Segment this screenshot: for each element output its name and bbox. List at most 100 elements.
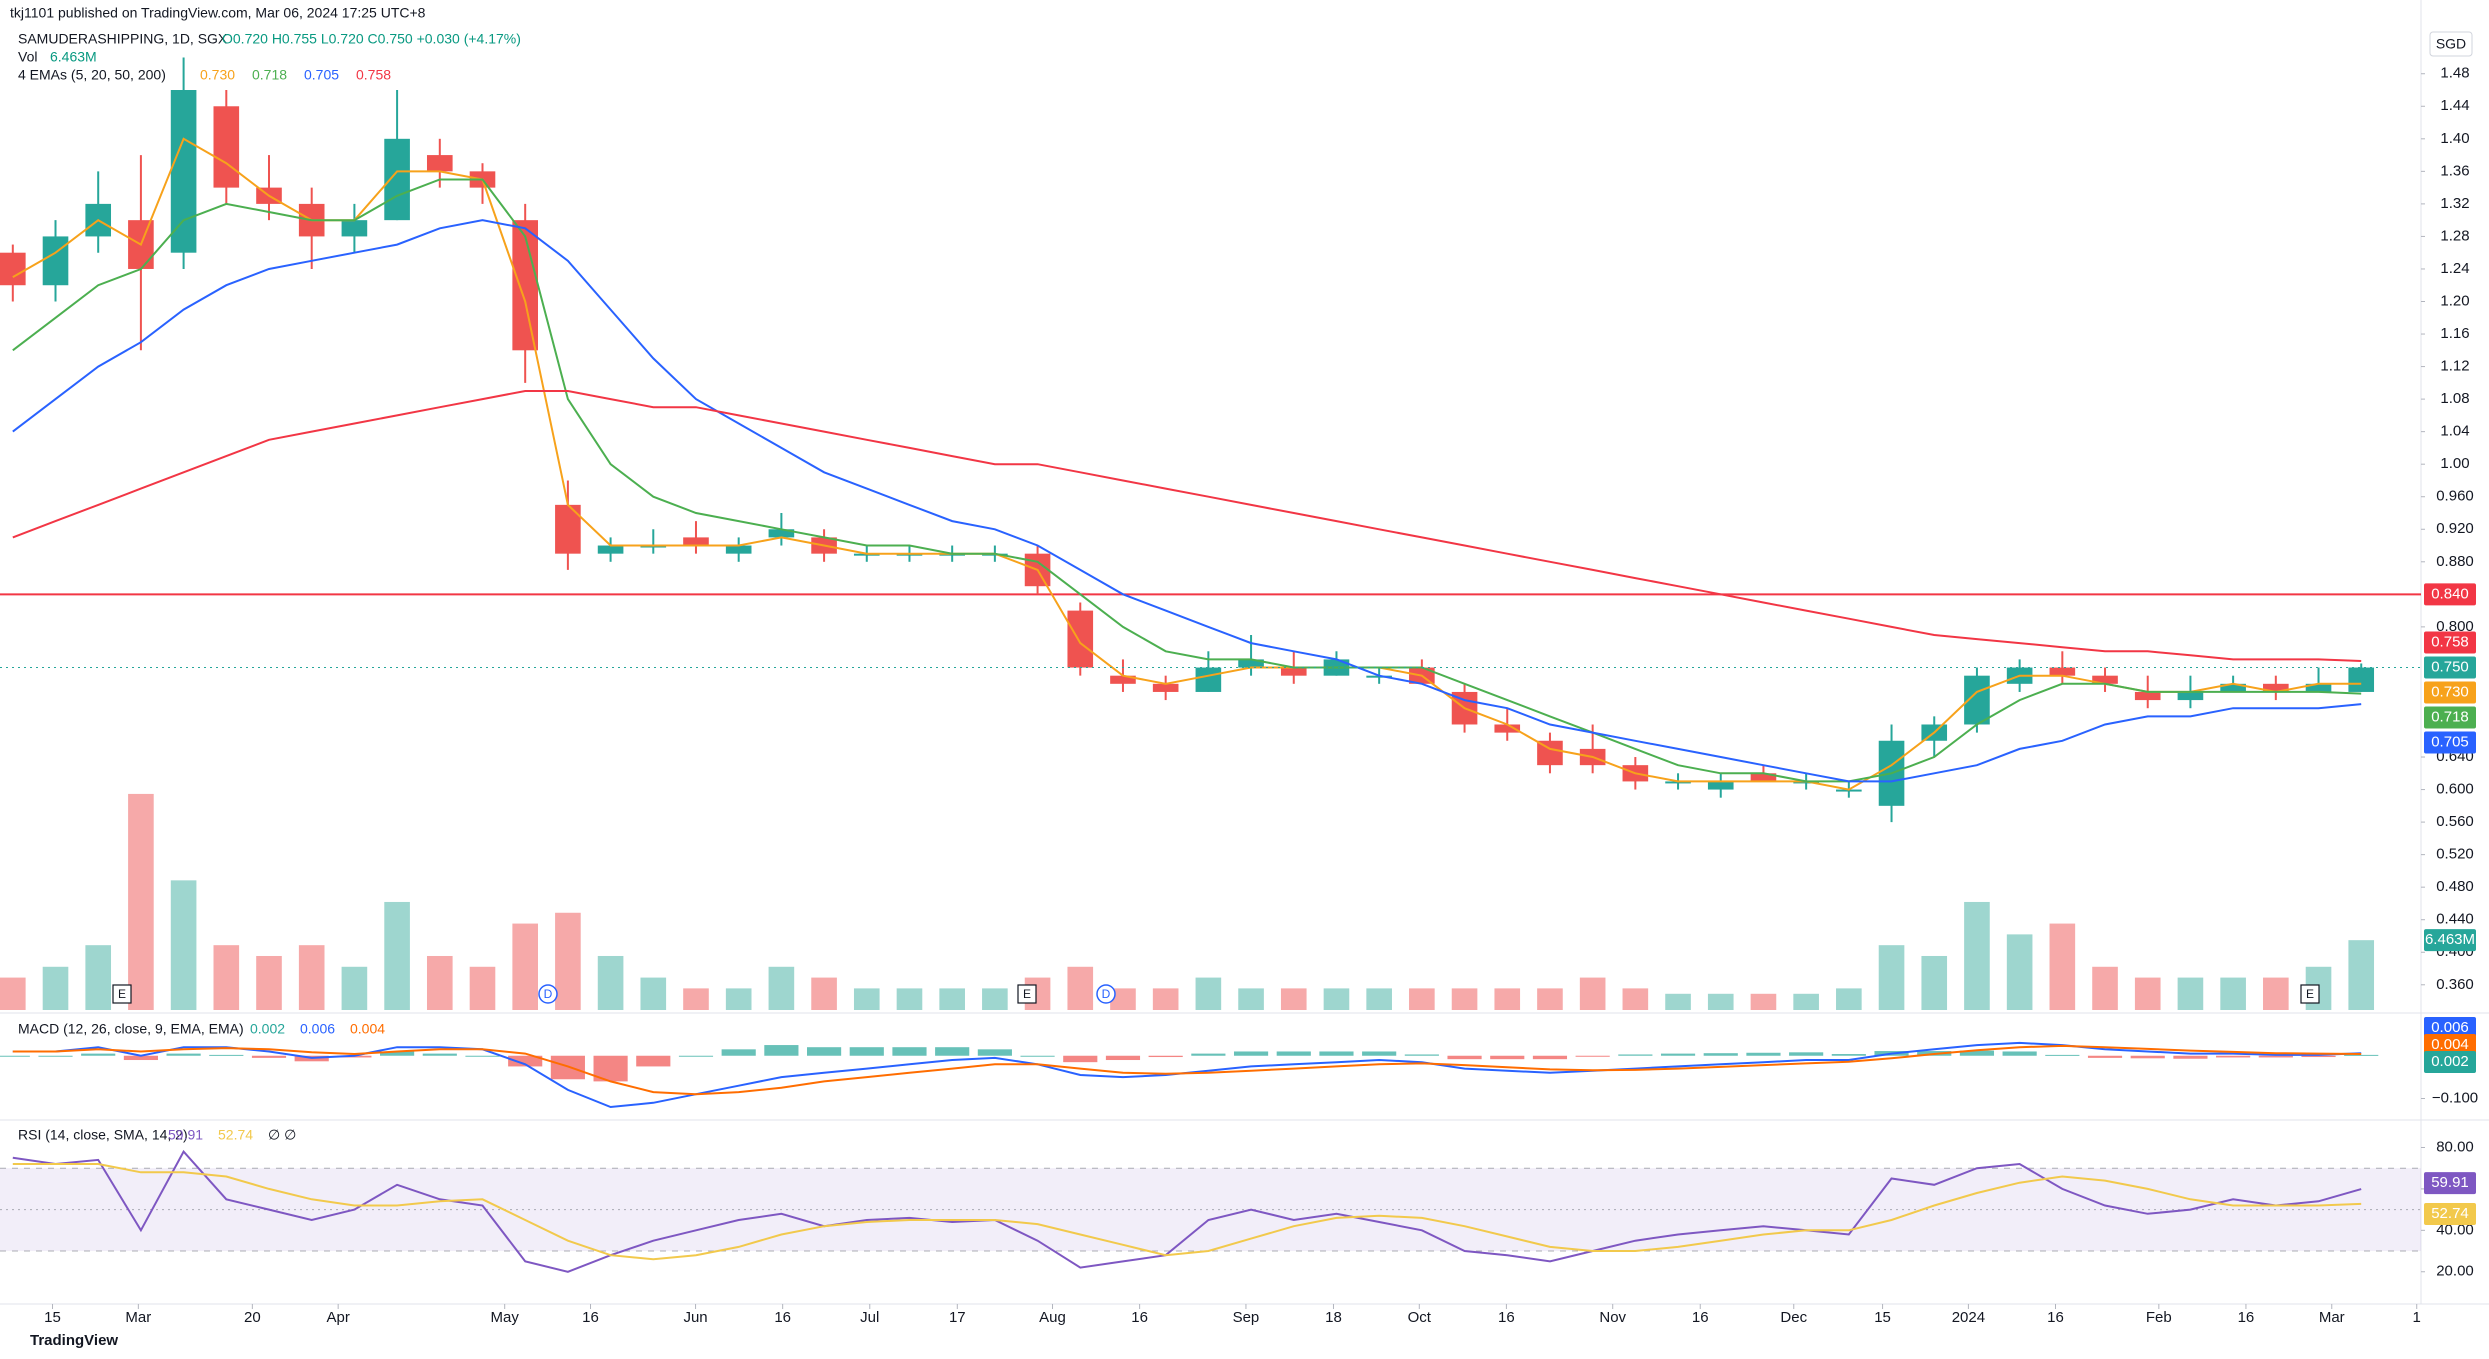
event-label: E [1023,987,1031,1001]
rsi-band [0,1168,2421,1252]
y-tick-label: 40.00 [2436,1221,2474,1238]
histogram-bar [1148,1055,1183,1058]
y-tick-label: 0.440 [2436,911,2474,928]
symbol: SAMUDERASHIPPING, 1D, SGX [18,31,228,47]
volume-bar [128,793,154,1010]
x-tick-label: 18 [1325,1309,1342,1326]
legend-value: 0.758 [356,67,391,83]
macd-title: MACD (12, 26, close, 9, EMA, EMA) [18,1021,244,1037]
event-label: E [118,987,126,1001]
x-tick-label: 15 [44,1309,61,1326]
line-series [12,390,2362,662]
y-tick-label: 20.00 [2436,1263,2474,1280]
candle-body [213,106,240,188]
histogram-bar [2087,1055,2123,1058]
vol-title: Vol [18,49,37,65]
volume-bar [1579,977,1606,1010]
candle-body [1067,610,1094,668]
footer-logo: TradingView [30,1332,118,1349]
price-label-box [2424,929,2476,952]
y-tick-label: 0.800 [2436,618,2474,635]
x-tick-label: 16 [1498,1309,1515,1326]
volume-bar [853,988,880,1010]
volume-bar [42,966,69,1010]
candle-body [768,529,795,538]
currency-box[interactable] [2429,31,2473,57]
x-tick-label: May [491,1309,520,1326]
volume-bar [1494,988,1521,1010]
event-marker [2300,984,2320,1004]
line-series [12,219,2362,783]
price-label: 52.74 [2431,1205,2469,1222]
legend-value: 0.705 [304,67,339,83]
volume-bar [725,988,752,1010]
x-tick-label: Feb [2146,1309,2172,1326]
x-tick-label: Jun [683,1309,707,1326]
volume-bar [1964,901,1990,1010]
y-tick-label: −0.100 [2432,1089,2478,1106]
x-tick-label: Apr [326,1309,349,1326]
publisher: tkj1101 published on TradingView.com, Ma… [10,5,426,21]
candle-body [1110,675,1136,684]
x-tick-label: 17 [949,1309,966,1326]
volume-bar [2177,977,2204,1010]
volume-bar [1323,988,1350,1010]
histogram-bar [1404,1054,1439,1056]
histogram-bar [2301,1055,2336,1058]
volume-bar [1878,945,1905,1010]
histogram-bar [1789,1052,1824,1056]
price-label: 59.91 [2431,1174,2469,1191]
candle-body [2263,683,2289,692]
x-tick-label: Sep [1233,1309,1260,1326]
y-tick-label: 0.880 [2436,553,2474,570]
x-tick-label: 16 [2047,1309,2064,1326]
x-tick-label: 16 [774,1309,791,1326]
y-tick-label: 1.32 [2440,195,2469,212]
candle-body [2092,675,2118,684]
histogram-bar [807,1047,842,1056]
histogram-bar [2258,1055,2293,1058]
volume-bar [2348,940,2375,1010]
volume-bar [341,966,368,1010]
y-tick-label: 1.48 [2440,65,2469,82]
x-tick-label: 16 [582,1309,599,1326]
histogram-bar [977,1049,1012,1056]
histogram-bar [1703,1053,1738,1056]
histogram-bar [1490,1055,1525,1060]
volume-bar [683,988,709,1010]
volume-bar [555,912,581,1010]
candle-body [1280,667,1307,676]
line-series [12,1149,2362,1273]
histogram-bar [1532,1055,1568,1060]
volume-bar [1195,977,1222,1010]
x-tick-label: 15 [1874,1309,1891,1326]
event-marker [538,984,558,1004]
histogram-bar [892,1047,927,1056]
candle-body [2305,683,2332,692]
legend-value: 52.74 [218,1127,253,1143]
price-label-box [2424,1017,2476,1039]
legend-value: 6.463M [50,49,97,65]
y-tick-label: 1.12 [2440,358,2469,375]
histogram-bar [508,1055,543,1067]
volume-bar [1152,988,1179,1010]
y-tick-label: 0.560 [2436,813,2474,830]
histogram-bar [380,1051,415,1056]
x-tick-label: Mar [125,1309,151,1326]
histogram-bar [1660,1053,1696,1056]
y-tick-label: 1.44 [2440,97,2469,114]
volume-bar [85,945,112,1010]
volume-bar [1622,988,1649,1010]
legend-value: 0.006 [300,1021,335,1037]
histogram-bar [764,1045,799,1056]
price-label: 0.730 [2431,684,2469,701]
price-label: 0.758 [2431,634,2469,651]
volume-bar [640,977,667,1010]
ema-title: 4 EMAs (5, 20, 50, 200) [18,67,166,83]
candle-body [1238,659,1264,668]
x-tick-label: Oct [1408,1309,1432,1326]
volume-bar [2006,934,2033,1010]
price-label: 0.705 [2431,734,2469,751]
volume-bar [1665,993,1691,1010]
